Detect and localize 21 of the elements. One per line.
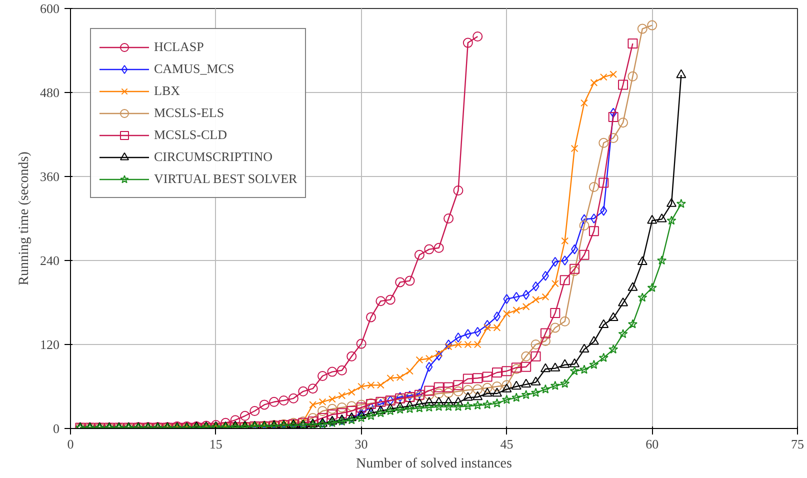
legend-label: MCSLS-CLD [154, 127, 227, 143]
legend-label: CAMUS_MCS [154, 61, 234, 77]
legend-label: LBX [154, 83, 180, 99]
y-tick-label: 240 [40, 253, 60, 268]
x-axis-title: Number of solved instances [356, 456, 512, 472]
y-tick-label: 600 [40, 1, 60, 16]
legend-label: CIRCUMSCRIPTINO [154, 149, 272, 165]
legend-label: HCLASP [154, 39, 204, 55]
y-tick-label: 0 [53, 421, 60, 436]
x-tick-label: 30 [354, 436, 368, 452]
y-tick-label: 480 [40, 85, 60, 100]
y-tick-label: 120 [40, 337, 60, 352]
y-axis-title: Running time (seconds) [17, 151, 32, 286]
x-tick-label: 15 [209, 436, 222, 452]
x-tick-label: 45 [500, 436, 514, 452]
x-tick-label: 0 [67, 436, 74, 452]
x-tick-label: 75 [791, 436, 804, 452]
legend-label: VIRTUAL BEST SOLVER [154, 171, 298, 187]
x-tick-label: 60 [646, 436, 659, 452]
legend-label: MCSLS-ELS [154, 105, 224, 121]
y-tick-label: 360 [40, 169, 60, 184]
